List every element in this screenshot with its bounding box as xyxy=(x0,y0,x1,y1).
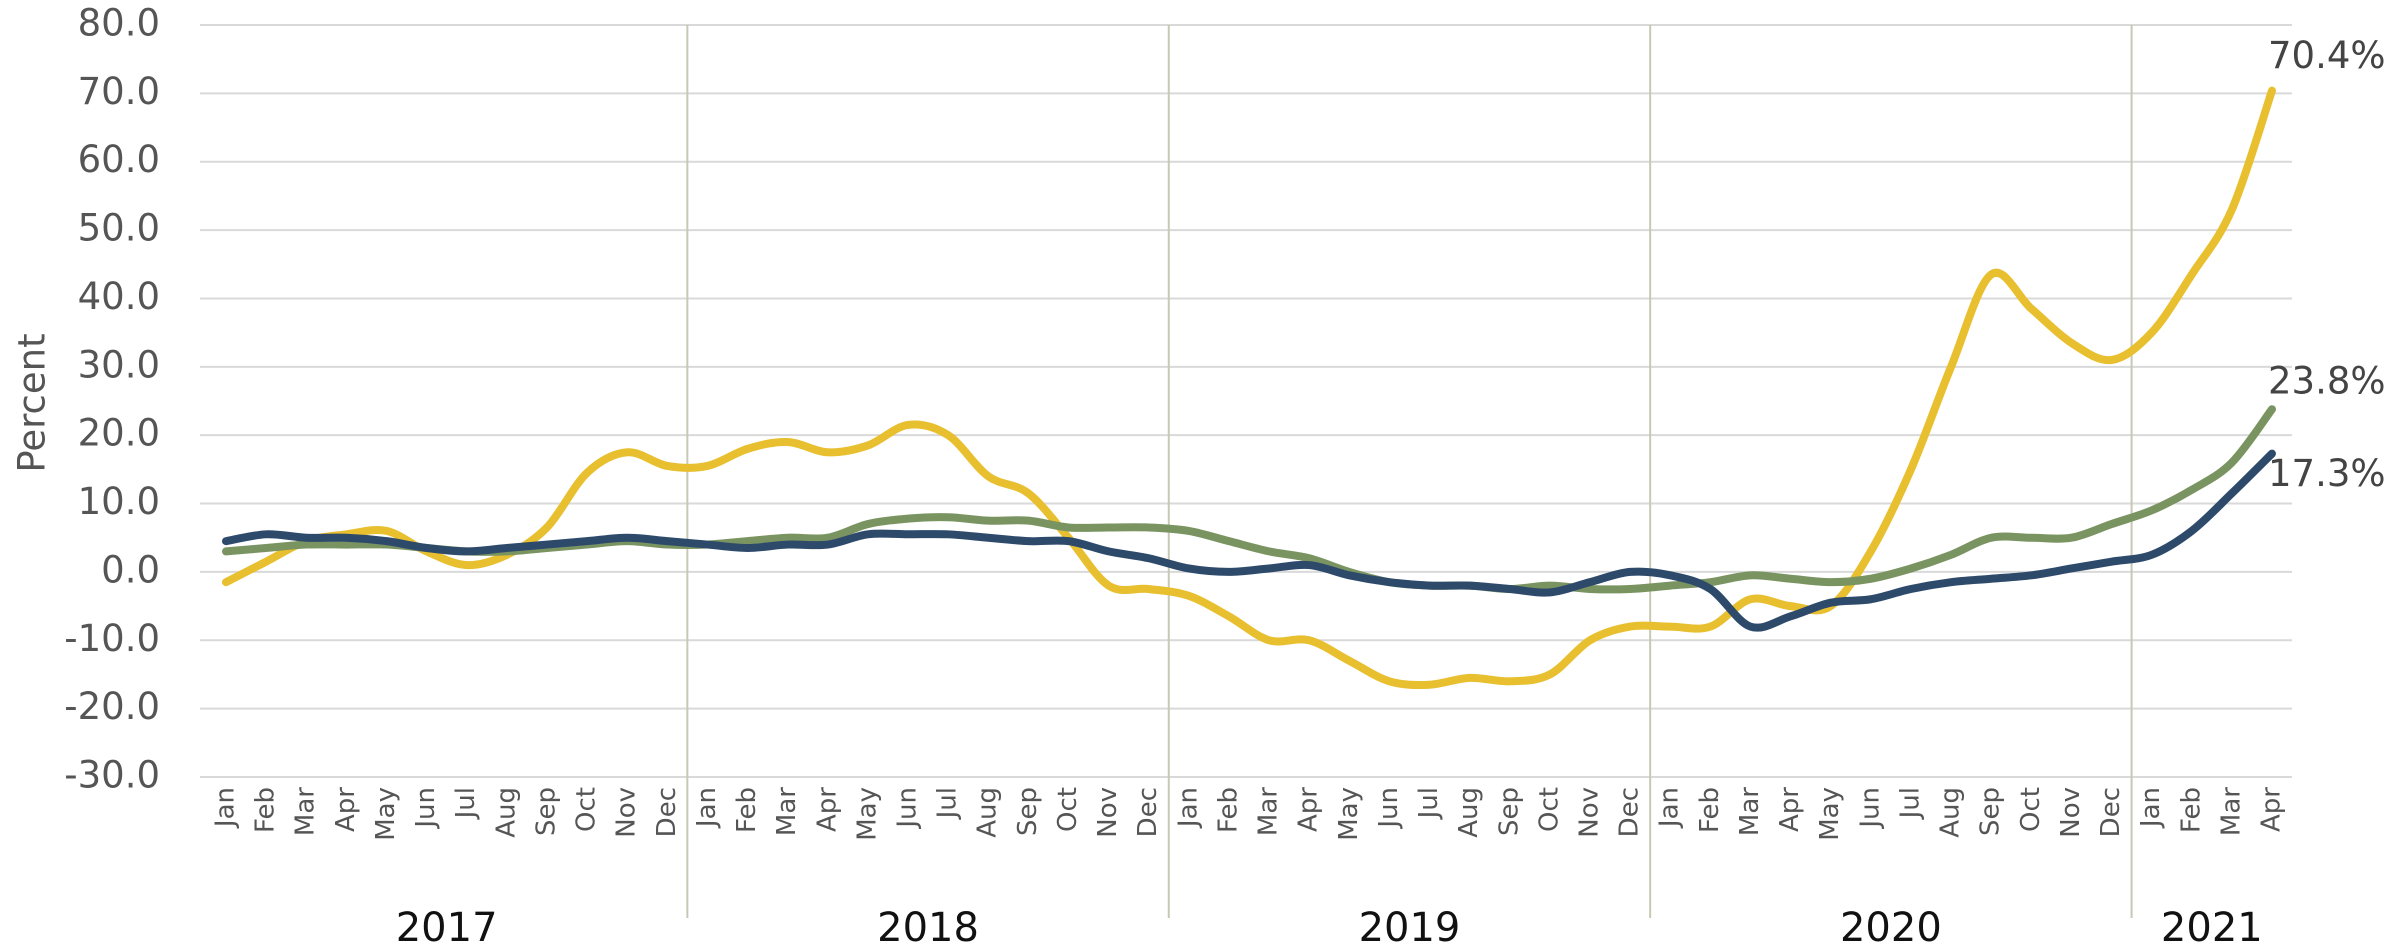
series-line xyxy=(222,449,2276,632)
x-tick-label: Nov xyxy=(612,787,642,838)
y-tick-label: 0.0 xyxy=(101,548,160,591)
x-tick-label: Jul xyxy=(933,787,963,820)
x-tick-label: Oct xyxy=(1053,787,1083,832)
year-label: 2021 xyxy=(2161,905,2263,948)
year-label: 2018 xyxy=(877,905,979,948)
x-tick-label: May xyxy=(371,787,401,841)
y-tick-label: 50.0 xyxy=(78,207,160,250)
x-tick-label: Aug xyxy=(1454,787,1484,838)
x-tick-label: Apr xyxy=(1294,787,1324,832)
x-tick-label: Jul xyxy=(451,787,481,820)
y-tick-label: 80.0 xyxy=(78,2,160,45)
x-tick-label: Jan xyxy=(692,787,722,829)
y-axis-label: Percent xyxy=(11,333,54,472)
x-tick-label: Jul xyxy=(1895,787,1925,820)
x-tick-label: Feb xyxy=(2176,787,2206,833)
x-tick-label: Aug xyxy=(1936,787,1966,838)
x-tick-label: Jul xyxy=(1414,787,1444,820)
data-label: 70.4% xyxy=(2268,34,2386,77)
y-tick-label: -20.0 xyxy=(64,685,160,728)
x-tick-label: Sep xyxy=(1494,787,1524,836)
year-label: 2020 xyxy=(1840,905,1942,948)
x-tick-label: Sep xyxy=(1976,787,2006,836)
data-label: 17.3% xyxy=(2268,452,2386,495)
y-tick-label: -10.0 xyxy=(64,617,160,660)
x-tick-label: Jan xyxy=(211,787,241,829)
x-tick-label: Nov xyxy=(1575,787,1605,838)
x-tick-label: Sep xyxy=(531,787,561,836)
y-tick-label: 40.0 xyxy=(78,275,160,318)
x-tick-label: Aug xyxy=(491,787,521,838)
y-tick-label: 30.0 xyxy=(78,343,160,386)
year-label: 2017 xyxy=(396,905,498,948)
x-tick-label: Jan xyxy=(1173,787,1203,829)
y-tick-label: 60.0 xyxy=(78,138,160,181)
x-tick-label: Dec xyxy=(2096,787,2126,837)
y-tick-label: 10.0 xyxy=(78,480,160,523)
x-tick-label: Mar xyxy=(772,787,802,836)
year-label: 2019 xyxy=(1359,905,1461,948)
x-tick-label: Feb xyxy=(732,787,762,833)
x-tick-label: Nov xyxy=(1093,787,1123,838)
x-tick-label: Dec xyxy=(1133,787,1163,837)
x-tick-label: Aug xyxy=(973,787,1003,838)
x-tick-label: Oct xyxy=(1534,787,1564,832)
x-tick-label: Apr xyxy=(2257,787,2287,832)
x-tick-label: Feb xyxy=(251,787,281,833)
series-line xyxy=(222,86,2276,689)
x-tick-label: Oct xyxy=(2016,787,2046,832)
x-tick-label: Mar xyxy=(1254,787,1284,836)
y-tick-label: -30.0 xyxy=(64,754,160,797)
x-tick-label: Mar xyxy=(2216,787,2246,836)
x-tick-label: Dec xyxy=(652,787,682,837)
x-tick-label: Jun xyxy=(1855,787,1885,830)
y-tick-label: 20.0 xyxy=(78,412,160,455)
y-tick-label: 70.0 xyxy=(78,70,160,113)
series-line xyxy=(222,405,2276,594)
x-tick-label: May xyxy=(1334,787,1364,841)
x-tick-label: Feb xyxy=(1695,787,1725,833)
x-tick-label: Dec xyxy=(1615,787,1645,837)
x-tick-label: Mar xyxy=(291,787,321,836)
x-tick-label: Jun xyxy=(893,787,923,830)
x-tick-label: Sep xyxy=(1013,787,1043,836)
x-tick-label: Mar xyxy=(1735,787,1765,836)
x-tick-label: Jan xyxy=(1655,787,1685,829)
x-tick-label: Oct xyxy=(572,787,602,832)
x-tick-label: Nov xyxy=(2056,787,2086,838)
x-tick-label: May xyxy=(1815,787,1845,841)
x-tick-label: Apr xyxy=(331,787,361,832)
x-tick-label: Jun xyxy=(411,787,441,830)
data-label: 23.8% xyxy=(2268,360,2386,403)
x-tick-label: Feb xyxy=(1213,787,1243,833)
x-tick-label: Apr xyxy=(1775,787,1805,832)
x-tick-label: Jun xyxy=(1374,787,1404,830)
x-tick-label: May xyxy=(852,787,882,841)
x-tick-label: Jan xyxy=(2136,787,2166,829)
x-tick-label: Apr xyxy=(812,787,842,832)
